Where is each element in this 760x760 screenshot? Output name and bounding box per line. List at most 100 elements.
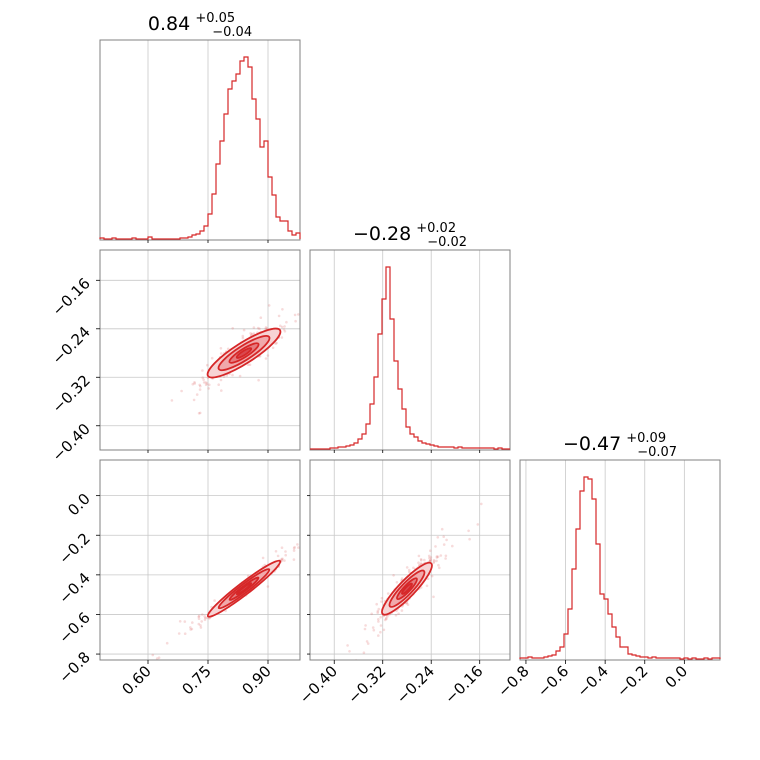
scatter-point	[407, 568, 411, 572]
scatter-point	[284, 550, 287, 553]
scatter-point	[189, 626, 192, 629]
scatter-point	[189, 628, 192, 631]
scatter-point	[384, 616, 388, 620]
contours-p10	[206, 327, 282, 379]
scatter-point	[371, 626, 375, 629]
scatter-point	[199, 624, 202, 627]
scatter-point	[280, 546, 284, 549]
scatter-point	[429, 549, 432, 552]
scatter-point	[293, 545, 296, 549]
scatter-point	[405, 601, 409, 605]
scatter-point	[386, 615, 389, 618]
scatter-point	[177, 632, 181, 635]
scatter-point	[157, 656, 161, 659]
scatter-point	[231, 373, 234, 377]
scatter-point	[274, 342, 277, 345]
scatter-point	[207, 387, 210, 390]
histogram-param-3	[519, 476, 721, 660]
scatter-point	[436, 555, 440, 559]
scatter-point	[348, 650, 351, 653]
scatter-point	[282, 328, 286, 331]
scatter-point	[241, 336, 245, 340]
scatter-point	[408, 570, 411, 574]
ytick-label-param-2-3: −0.16	[49, 274, 94, 319]
xtick-label-param-3-4: 0.0	[662, 662, 692, 692]
scatter-point	[199, 384, 202, 388]
scatter-point	[264, 326, 268, 329]
scatter-point	[385, 617, 388, 621]
scatter-point	[219, 347, 223, 350]
scatter-frame-p20	[99, 459, 301, 661]
contours-p20	[206, 559, 282, 618]
contour-fill-p10-3	[236, 348, 252, 358]
scatter-panel-param-1-vs-2	[99, 249, 324, 451]
scatter-point	[392, 574, 395, 577]
ytick-label-param-2-2: −0.24	[49, 323, 94, 368]
scatter-point	[294, 319, 297, 323]
scatter-point	[419, 558, 423, 561]
scatter-point	[193, 382, 196, 385]
xtick-label-param-2-3: −0.16	[441, 662, 486, 707]
scatter-point	[155, 657, 159, 660]
scatter-point	[266, 354, 270, 357]
scatter-point	[203, 616, 207, 620]
scatter-point	[256, 326, 260, 330]
scatter-point	[417, 561, 420, 564]
scatter-point	[406, 603, 410, 606]
contours-p21	[381, 561, 433, 616]
hist-panel-param-2: −0.28 +0.02 −0.02	[309, 221, 511, 451]
scatter-point	[197, 622, 201, 626]
scatter-point	[284, 553, 288, 557]
scatter-point	[438, 566, 441, 570]
scatter-point	[183, 620, 187, 623]
title-param-3: −0.47 +0.09 −0.07	[563, 427, 677, 460]
scatter-point	[202, 378, 205, 382]
tick-labels: 0.60 0.75 0.90 −0.40 −0.32 −0.24 −0.16 −0.8 −0.6…	[49, 274, 692, 707]
scatter-point	[394, 613, 398, 617]
scatter-point	[321, 335, 324, 338]
scatter-point	[275, 341, 278, 345]
grid-p21	[310, 460, 510, 660]
xtick-label-param-3-0: −0.8	[494, 662, 532, 700]
scatter-point	[264, 327, 267, 331]
contour-line-p10-1	[217, 334, 271, 372]
scatter-point	[380, 596, 384, 600]
scatter-point	[197, 615, 200, 619]
scatter-point	[376, 611, 380, 614]
scatter-point	[190, 627, 194, 631]
scatter-point	[204, 381, 208, 384]
scatter-point	[301, 539, 304, 542]
scatter-point	[318, 303, 321, 306]
scatter-point	[429, 558, 433, 561]
scatter-point	[430, 574, 434, 578]
scatter-point	[276, 554, 280, 558]
scatter-point	[432, 560, 436, 563]
ytick-label-param-2-1: −0.32	[49, 371, 94, 416]
scatter-point	[191, 621, 194, 624]
ytick-label-param-3-1: −0.6	[55, 609, 93, 647]
scatter-point	[427, 554, 431, 558]
title-minus-param-2: −0.02	[427, 235, 467, 250]
contour-line-p21-3	[401, 582, 413, 595]
scatter-point	[363, 627, 367, 631]
hist-frame-param-2	[309, 249, 511, 451]
scatter-point	[192, 398, 196, 402]
contour-line-p10-2	[228, 342, 260, 364]
scatter-point	[283, 330, 287, 333]
scatter-point	[440, 527, 444, 531]
scatter-point	[445, 538, 448, 542]
scatter-point	[296, 543, 299, 546]
scatter-point	[205, 616, 208, 620]
scatter-point	[217, 383, 220, 387]
scatter-point	[386, 592, 390, 595]
title-plus-param-2: +0.02	[416, 221, 456, 236]
scatter-point	[305, 306, 308, 309]
scatter-point	[178, 620, 182, 623]
scatter-point	[468, 537, 471, 541]
scatter-point	[437, 563, 440, 567]
scatter-frame-p21	[309, 459, 511, 661]
title-minus-param-3: −0.07	[637, 445, 677, 460]
scatter-point	[266, 585, 270, 588]
scatter-point	[208, 383, 211, 387]
scatter-point	[412, 566, 415, 570]
